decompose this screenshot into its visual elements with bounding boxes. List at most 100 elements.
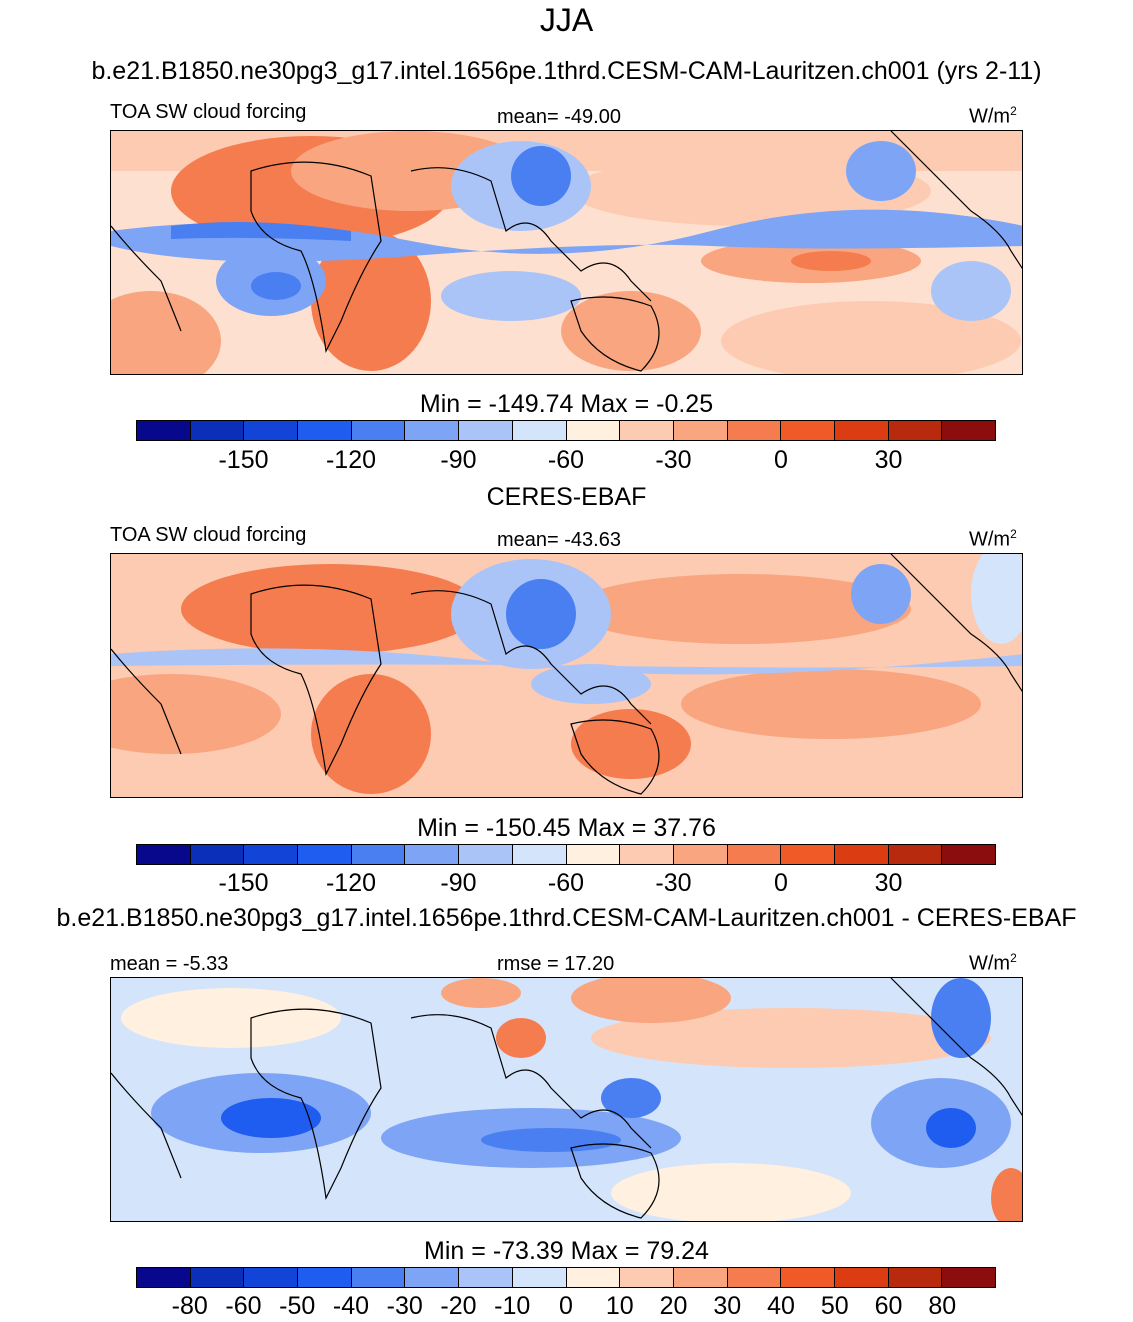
model-minmax: Min = -149.74 Max = -0.25	[419, 390, 714, 418]
diff-title: b.e21.B1850.ne30pg3_g17.intel.1656pe.1th…	[56, 904, 1077, 932]
colorbar-segment	[673, 1268, 728, 1287]
colorbar-segment	[512, 845, 567, 864]
model-title: b.e21.B1850.ne30pg3_g17.intel.1656pe.1th…	[91, 57, 1042, 85]
colorbar-segment	[244, 421, 299, 440]
diff-map	[110, 977, 1023, 1222]
colorbar-tick-label: 0	[559, 1292, 573, 1320]
colorbar-tick-label: 80	[928, 1292, 957, 1320]
colorbar-segment	[566, 845, 621, 864]
model-units: W/m2	[969, 104, 1017, 128]
colorbar-segment	[244, 845, 299, 864]
colorbar-segment	[459, 845, 513, 864]
colorbar-segment	[298, 421, 352, 440]
model-variable-label: TOA SW cloud forcing	[110, 101, 307, 123]
colorbar-segment	[727, 1268, 782, 1287]
colorbar-tick-label: -30	[386, 1292, 423, 1320]
colorbar-tick-label: 50	[820, 1292, 849, 1320]
diff-units: W/m2	[969, 951, 1017, 975]
obs-colorbar	[136, 844, 996, 865]
colorbar-segment	[137, 845, 191, 864]
colorbar-tick-label: 30	[713, 1292, 742, 1320]
colorbar-segment	[834, 845, 889, 864]
colorbar-tick-label: -20	[440, 1292, 477, 1320]
colorbar-segment	[781, 1268, 835, 1287]
obs-units: W/m2	[969, 527, 1017, 551]
colorbar-segment	[781, 421, 835, 440]
colorbar-tick-label: 60	[874, 1292, 903, 1320]
colorbar-tick-label: -60	[547, 446, 585, 474]
colorbar-tick-label: -10	[494, 1292, 531, 1320]
colorbar-segment	[942, 421, 995, 440]
colorbar-tick-label: -80	[171, 1292, 208, 1320]
model-colorbar-ticks: -150 -120 -90 -60 -30 0 30	[136, 446, 996, 476]
diff-mean-label: mean = -5.33	[110, 953, 229, 975]
obs-map	[110, 553, 1023, 798]
figure-title: JJA	[539, 2, 594, 38]
diff-colorbar	[136, 1267, 996, 1288]
obs-variable-label: TOA SW cloud forcing	[110, 524, 307, 546]
colorbar-segment	[942, 1268, 995, 1287]
colorbar-tick-label: -40	[332, 1292, 370, 1320]
colorbar-tick-label: 20	[659, 1292, 688, 1320]
colorbar-segment	[351, 845, 406, 864]
colorbar-tick-label: -90	[440, 446, 477, 474]
colorbar-segment	[888, 845, 943, 864]
colorbar-segment	[190, 421, 245, 440]
colorbar-tick-label: 10	[605, 1292, 634, 1320]
colorbar-tick-label: -120	[325, 446, 377, 474]
colorbar-segment	[727, 421, 782, 440]
diff-colorbar-ticks: -80 -60 -50 -40 -30 -20 -10 0 10 20 30 40 50 60 80	[136, 1292, 996, 1322]
colorbar-tick-label: 0	[774, 869, 788, 897]
colorbar-tick-label: -90	[440, 869, 477, 897]
colorbar-segment	[298, 1268, 352, 1287]
obs-title: CERES-EBAF	[486, 483, 647, 511]
colorbar-tick-label: -150	[218, 869, 269, 897]
colorbar-tick-label: 0	[774, 446, 788, 474]
obs-colorbar-ticks: -150 -120 -90 -60 -30 0 30	[136, 869, 996, 899]
colorbar-segment	[137, 1268, 191, 1287]
colorbar-segment	[727, 845, 782, 864]
colorbar-segment	[351, 1268, 406, 1287]
colorbar-segment	[566, 421, 621, 440]
colorbar-segment	[673, 421, 728, 440]
colorbar-segment	[298, 845, 352, 864]
colorbar-tick-label: 40	[767, 1292, 795, 1320]
colorbar-segment	[459, 421, 513, 440]
colorbar-segment	[834, 1268, 889, 1287]
diff-rmse-label: rmse = 17.20	[497, 953, 615, 975]
colorbar-segment	[942, 845, 995, 864]
colorbar-tick-label: -30	[655, 446, 692, 474]
colorbar-segment	[459, 1268, 513, 1287]
colorbar-tick-label: 30	[874, 869, 903, 897]
colorbar-segment	[834, 421, 889, 440]
colorbar-segment	[620, 1268, 674, 1287]
colorbar-tick-label: -30	[655, 869, 692, 897]
colorbar-segment	[137, 421, 191, 440]
colorbar-segment	[190, 1268, 245, 1287]
colorbar-segment	[620, 845, 674, 864]
colorbar-tick-label: -120	[325, 869, 377, 897]
colorbar-segment	[512, 1268, 567, 1287]
colorbar-segment	[673, 845, 728, 864]
colorbar-segment	[351, 421, 406, 440]
colorbar-tick-label: 30	[874, 446, 903, 474]
obs-minmax: Min = -150.45 Max = 37.76	[417, 814, 716, 842]
colorbar-segment	[566, 1268, 621, 1287]
colorbar-segment	[405, 845, 460, 864]
colorbar-segment	[405, 421, 460, 440]
model-mean-label: mean= -49.00	[497, 106, 621, 128]
colorbar-segment	[405, 1268, 460, 1287]
colorbar-segment	[512, 421, 567, 440]
colorbar-segment	[781, 845, 835, 864]
colorbar-segment	[244, 1268, 299, 1287]
obs-mean-label: mean= -43.63	[497, 529, 621, 551]
colorbar-tick-label: -150	[218, 446, 269, 474]
model-map	[110, 130, 1023, 375]
colorbar-segment	[620, 421, 674, 440]
colorbar-tick-label: -60	[547, 869, 585, 897]
colorbar-segment	[888, 421, 943, 440]
colorbar-tick-label: -60	[225, 1292, 262, 1320]
model-colorbar	[136, 420, 996, 441]
colorbar-tick-label: -50	[279, 1292, 316, 1320]
diff-minmax: Min = -73.39 Max = 79.24	[424, 1237, 709, 1265]
